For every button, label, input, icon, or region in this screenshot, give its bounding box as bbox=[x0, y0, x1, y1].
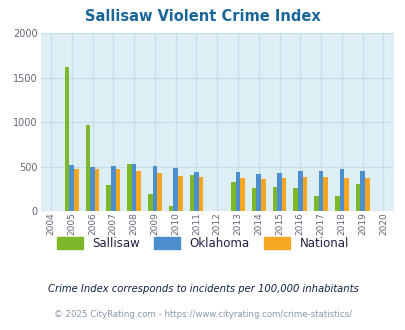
Bar bbox=[293, 188, 297, 211]
Bar bbox=[194, 172, 198, 211]
Bar bbox=[302, 177, 307, 211]
Bar bbox=[334, 196, 339, 211]
Bar bbox=[318, 171, 323, 211]
Bar bbox=[240, 178, 244, 211]
Bar bbox=[65, 67, 69, 211]
Bar bbox=[148, 194, 152, 211]
Bar bbox=[355, 184, 360, 211]
Bar bbox=[173, 168, 177, 211]
Bar bbox=[343, 178, 348, 211]
Text: © 2025 CityRating.com - https://www.cityrating.com/crime-statistics/: © 2025 CityRating.com - https://www.city… bbox=[54, 311, 351, 319]
Bar bbox=[177, 176, 182, 211]
Bar bbox=[272, 187, 277, 211]
Bar bbox=[277, 173, 281, 211]
Bar bbox=[256, 174, 260, 211]
Bar bbox=[313, 196, 318, 211]
Bar bbox=[281, 178, 286, 211]
Bar bbox=[297, 171, 302, 211]
Bar bbox=[198, 177, 203, 211]
Bar bbox=[127, 164, 132, 211]
Bar bbox=[168, 206, 173, 211]
Bar bbox=[74, 169, 79, 211]
Bar bbox=[69, 165, 74, 211]
Bar bbox=[189, 175, 194, 211]
Legend: Sallisaw, Oklahoma, National: Sallisaw, Oklahoma, National bbox=[57, 237, 348, 250]
Bar bbox=[152, 166, 157, 211]
Bar bbox=[364, 178, 369, 211]
Text: Sallisaw Violent Crime Index: Sallisaw Violent Crime Index bbox=[85, 10, 320, 24]
Bar bbox=[360, 171, 364, 211]
Bar bbox=[251, 187, 256, 211]
Text: Crime Index corresponds to incidents per 100,000 inhabitants: Crime Index corresponds to incidents per… bbox=[47, 284, 358, 294]
Bar bbox=[260, 179, 265, 211]
Bar bbox=[111, 166, 115, 211]
Bar bbox=[323, 177, 327, 211]
Bar bbox=[106, 185, 111, 211]
Bar bbox=[95, 169, 99, 211]
Bar bbox=[235, 173, 240, 211]
Bar bbox=[132, 164, 136, 211]
Bar bbox=[339, 169, 343, 211]
Bar bbox=[115, 169, 120, 211]
Bar bbox=[157, 173, 161, 211]
Bar bbox=[85, 125, 90, 211]
Bar bbox=[90, 167, 95, 211]
Bar bbox=[136, 171, 141, 211]
Bar bbox=[230, 182, 235, 211]
